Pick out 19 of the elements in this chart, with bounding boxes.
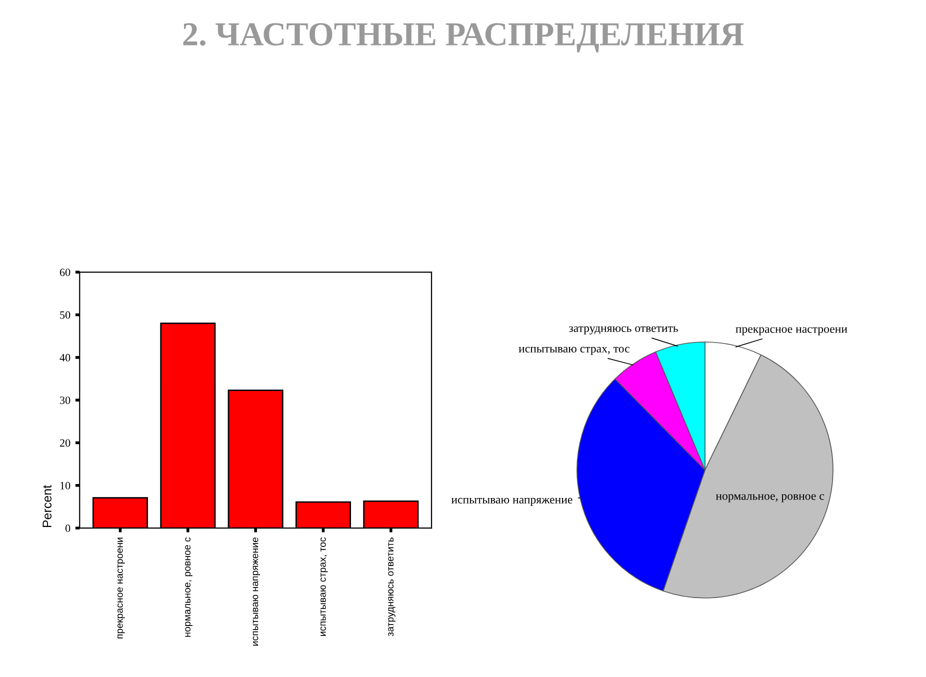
y-tick-label: 10 — [60, 482, 70, 490]
y-axis-title: Percent — [42, 485, 52, 528]
x-tick-label: затрудняюсь ответить — [388, 537, 396, 636]
x-tick-label: испытываю страх, тос — [320, 537, 328, 636]
x-tick-label: испытываю напряжение — [252, 538, 260, 646]
y-tick-label: 60 — [60, 268, 70, 276]
slice-label: затрудняюсь ответить — [569, 326, 678, 334]
slice-label: испытываю напряжение — [451, 498, 572, 506]
slice-label: нормальное, ровное с — [716, 494, 824, 502]
slice-label: прекрасное настроени — [736, 327, 848, 336]
y-tick-label: 40 — [60, 354, 70, 362]
y-tick-label: 30 — [60, 396, 70, 404]
y-tick-label: 20 — [60, 439, 70, 447]
y-tick-label: 50 — [60, 311, 70, 319]
y-tick-label: 0 — [65, 524, 70, 532]
x-tick-label: нормальное, ровное с — [185, 537, 192, 637]
x-tick-label: прекрасное настроени — [118, 538, 125, 638]
slice-label: испытываю страх, тос — [518, 346, 630, 355]
chart-title: 2. ЧАСТОТНЫЕ РАСПРЕДЕЛЕНИЯ — [183, 23, 744, 52]
